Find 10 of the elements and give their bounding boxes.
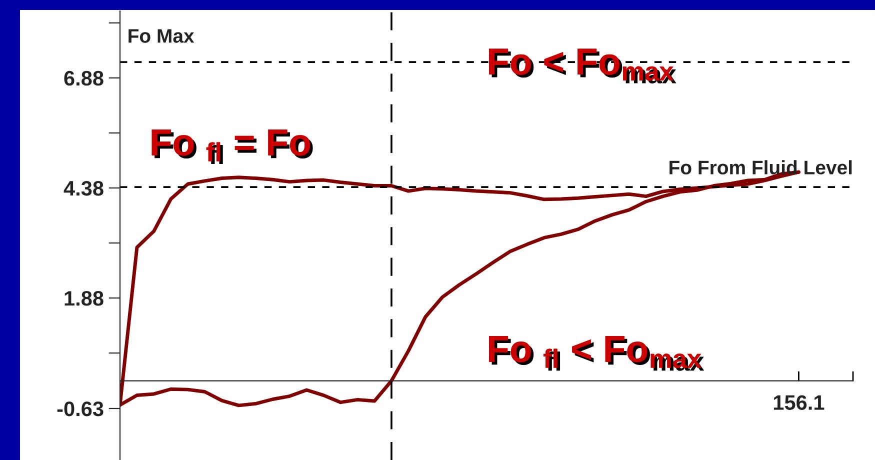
y-tick-label: 4.38 (64, 180, 104, 196)
y-tick-label: 6.88 (64, 70, 104, 86)
y-tick-label: -0.63 (57, 402, 104, 416)
annotation: Fo $_{fl}$ = Fo (152, 130, 313, 164)
ref-line-label: Fo Max (128, 29, 194, 43)
annotation: Fo < Fo$_{max}$ (489, 48, 676, 84)
annotation: 156.1 (774, 395, 824, 410)
y-tick-label: 1.88 (64, 291, 104, 306)
ref-line-label: Fo From Fluid Level (670, 160, 852, 174)
annotation: Fo $_{fl}$ < Fo$_{max}$ (489, 336, 704, 371)
